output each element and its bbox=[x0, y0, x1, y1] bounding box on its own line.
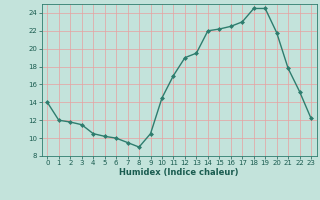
X-axis label: Humidex (Indice chaleur): Humidex (Indice chaleur) bbox=[119, 168, 239, 177]
